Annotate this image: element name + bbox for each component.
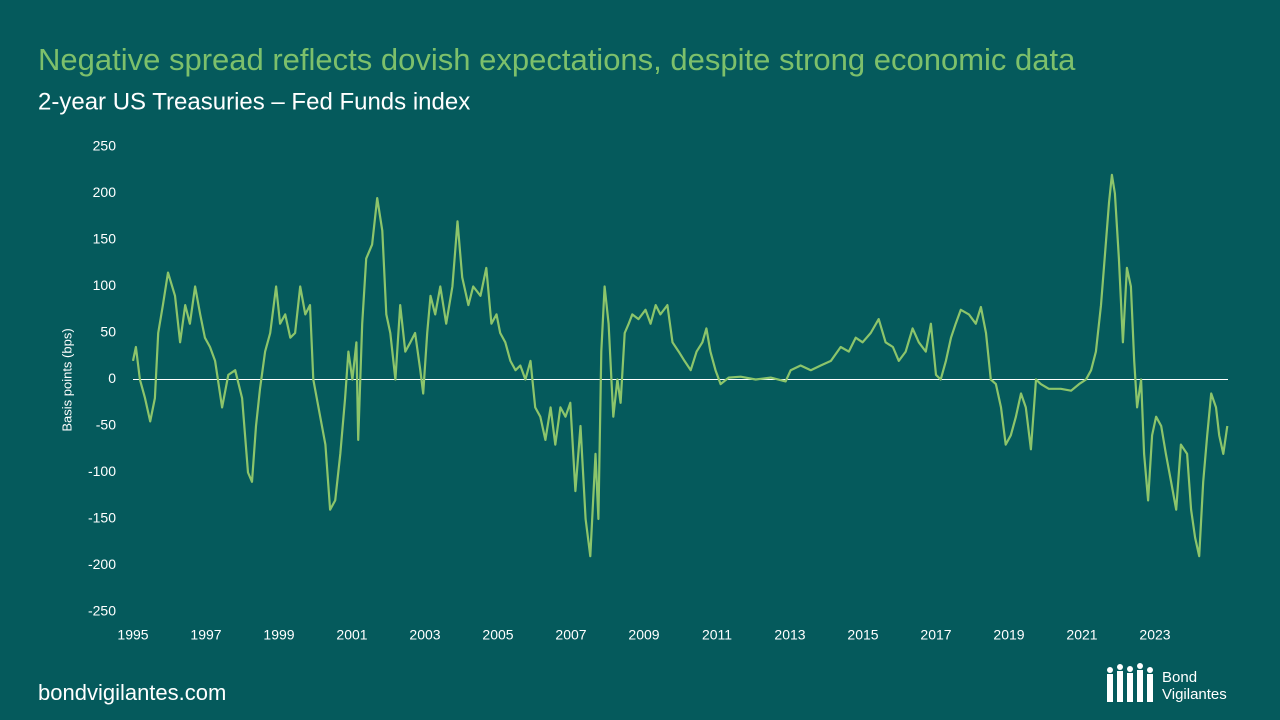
x-tick-label: 2003 <box>409 627 440 643</box>
logo-figures <box>1107 663 1153 702</box>
y-tick-label: 0 <box>108 370 116 386</box>
y-tick-label: 100 <box>93 277 117 293</box>
x-tick-label: 2019 <box>993 627 1024 643</box>
y-tick-label: 150 <box>93 231 117 247</box>
y-tick-label: -50 <box>96 417 116 433</box>
x-tick-label: 1999 <box>263 627 294 643</box>
y-tick-label: -250 <box>88 603 116 619</box>
x-tick-label: 2001 <box>336 627 367 643</box>
x-tick-label: 2009 <box>628 627 659 643</box>
y-tick-label: 50 <box>100 324 116 340</box>
x-tick-label: 2021 <box>1066 627 1097 643</box>
x-tick-label: 2015 <box>847 627 878 643</box>
x-tick-label: 2011 <box>702 627 732 643</box>
x-tick-label: 2023 <box>1139 627 1170 643</box>
x-tick-label: 1997 <box>190 627 221 643</box>
y-tick-label: -100 <box>88 463 116 479</box>
x-tick-label: 2017 <box>920 627 951 643</box>
data-line <box>131 173 1229 558</box>
y-tick-label: 200 <box>93 184 117 200</box>
chart-title: Negative spread reflects dovish expectat… <box>38 42 1076 77</box>
x-tick-label: 2007 <box>555 627 586 643</box>
x-tick-label: 2005 <box>482 627 513 643</box>
logo-text: Bond <box>1162 669 1197 686</box>
footer: bondvigilantes.com <box>38 680 226 705</box>
chart-subtitle: 2-year US Treasuries – Fed Funds index <box>38 88 470 115</box>
y-tick-label: -200 <box>88 556 116 572</box>
y-axis-label: Basis points (bps) <box>59 328 74 431</box>
x-tick-label: 2013 <box>774 627 805 643</box>
x-tick-label: 1995 <box>117 627 148 643</box>
y-tick-label: 250 <box>93 138 117 154</box>
logo-text: Vigilantes <box>1162 686 1227 703</box>
y-tick-label: -150 <box>88 510 116 526</box>
